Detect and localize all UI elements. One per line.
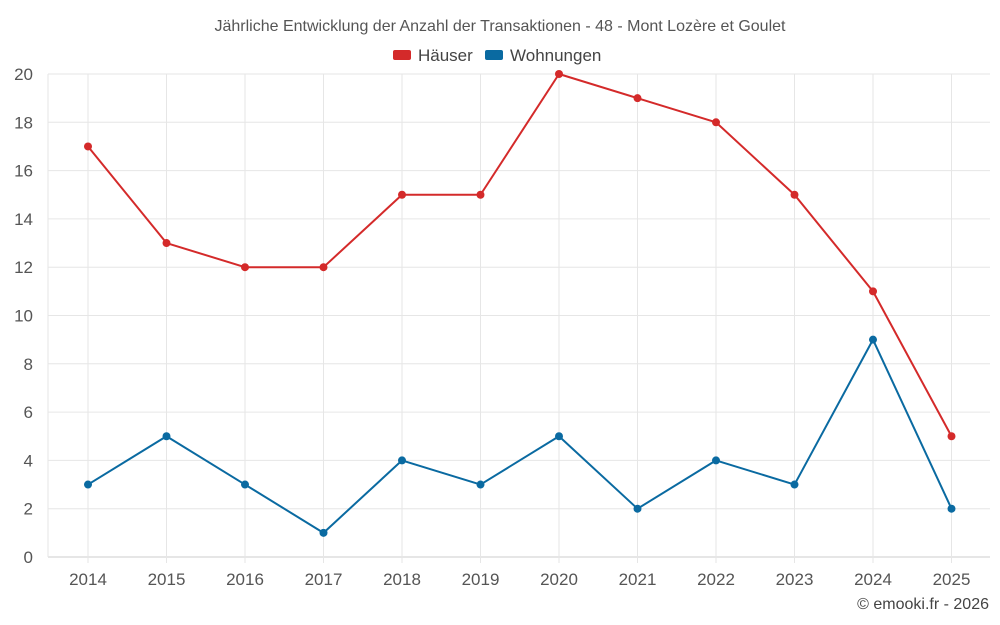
y-tick-label: 8 — [24, 355, 33, 374]
data-point-wohnungen[interactable] — [398, 456, 406, 465]
data-point-haeuser[interactable] — [790, 190, 799, 199]
y-tick-label: 12 — [14, 258, 33, 277]
y-tick-label: 2 — [24, 500, 33, 519]
x-tick-label: 2021 — [619, 570, 657, 589]
x-tick-label: 2020 — [540, 570, 578, 589]
chart-title: Jährliche Entwicklung der Anzahl der Tra… — [215, 18, 787, 35]
y-tick-label: 14 — [14, 210, 33, 229]
data-point-wohnungen[interactable] — [633, 504, 642, 513]
y-tick-label: 20 — [14, 65, 33, 84]
data-point-wohnungen[interactable] — [869, 335, 877, 344]
y-tick-label: 6 — [24, 403, 33, 422]
data-point-wohnungen[interactable] — [476, 480, 485, 489]
y-tick-label: 0 — [24, 548, 33, 567]
data-point-haeuser[interactable] — [241, 263, 249, 272]
x-tick-label: 2014 — [69, 570, 107, 589]
data-point-wohnungen[interactable] — [947, 504, 956, 513]
x-tick-label: 2017 — [305, 570, 343, 589]
credit-text: © emooki.fr - 2026 — [857, 596, 989, 613]
data-point-haeuser[interactable] — [869, 287, 877, 296]
data-point-wohnungen[interactable] — [84, 480, 92, 489]
y-tick-label: 16 — [14, 162, 33, 181]
data-point-haeuser[interactable] — [633, 94, 642, 103]
x-tick-label: 2024 — [854, 570, 892, 589]
x-tick-label: 2018 — [383, 570, 421, 589]
data-point-haeuser[interactable] — [319, 263, 328, 272]
grid — [47, 73, 990, 563]
y-tick-label: 10 — [14, 307, 33, 326]
data-point-haeuser[interactable] — [398, 190, 406, 199]
y-tick-label: 4 — [24, 451, 33, 470]
data-point-haeuser[interactable] — [476, 190, 485, 199]
legend: Häuser Wohnungen — [393, 46, 601, 65]
series-line-haeuser — [87, 73, 953, 437]
data-point-wohnungen[interactable] — [162, 432, 171, 441]
legend-swatch-wohnungen — [485, 50, 503, 60]
x-tick-label: 2016 — [226, 570, 264, 589]
data-point-wohnungen[interactable] — [790, 480, 799, 489]
x-tick-label: 2025 — [933, 570, 971, 589]
data-point-wohnungen[interactable] — [555, 432, 563, 441]
legend-label-haeuser[interactable]: Häuser — [418, 46, 473, 65]
data-point-wohnungen[interactable] — [319, 528, 328, 537]
data-point-haeuser[interactable] — [555, 70, 563, 78]
data-point-haeuser[interactable] — [947, 432, 956, 441]
x-tick-label: 2023 — [776, 570, 814, 589]
data-point-haeuser[interactable] — [84, 142, 92, 151]
legend-swatch-haeuser — [393, 50, 411, 60]
x-tick-label: 2015 — [148, 570, 186, 589]
y-axis-ticks: 0 2 4 6 8 10 12 14 16 18 20 — [14, 65, 33, 567]
series — [84, 70, 956, 537]
data-point-wohnungen[interactable] — [241, 480, 249, 489]
legend-label-wohnungen[interactable]: Wohnungen — [510, 46, 601, 65]
x-tick-label: 2019 — [462, 570, 500, 589]
x-tick-label: 2022 — [697, 570, 735, 589]
x-axis-ticks: 2014 2015 2016 2017 2018 2019 2020 2021 2022 2023… — [69, 570, 970, 589]
data-point-wohnungen[interactable] — [712, 456, 720, 465]
y-tick-label: 18 — [14, 113, 33, 132]
series-line-wohnungen — [87, 338, 953, 534]
data-point-haeuser[interactable] — [712, 118, 720, 127]
data-point-haeuser[interactable] — [162, 239, 171, 248]
